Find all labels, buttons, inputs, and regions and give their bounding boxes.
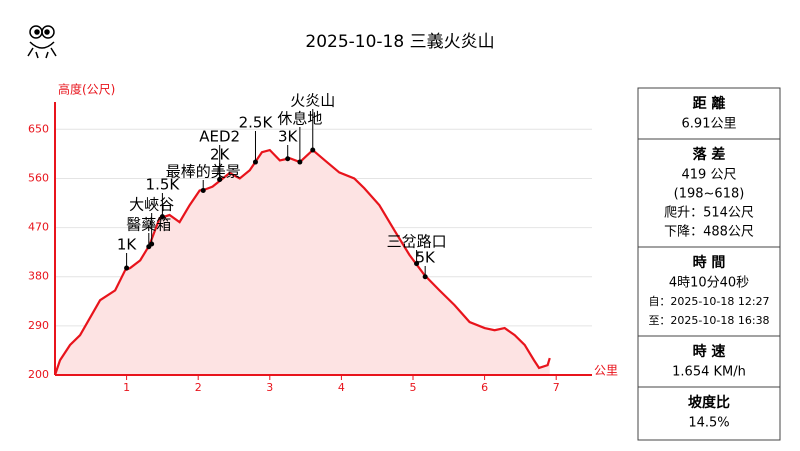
annotation-point [414, 261, 420, 267]
annotation-point [200, 187, 206, 193]
area-fill [55, 150, 550, 375]
x-tick-label: 3 [266, 381, 273, 394]
chart-title: 2025-10-18 三義火炎山 [305, 32, 494, 52]
annotation-point [159, 214, 165, 220]
annotation-point [217, 177, 223, 183]
annotation-label: 大峽谷 [129, 196, 174, 214]
annotation-point [310, 147, 316, 153]
annotation-label: 火炎山 [290, 92, 335, 110]
y-tick-label: 380 [28, 270, 49, 283]
stat-head: 坡度比 [688, 394, 730, 411]
x-tick-label: 1 [123, 381, 130, 394]
x-axis-label: 公里 [594, 364, 618, 378]
stat-value: 下降：488公尺 [664, 225, 754, 240]
annotation-label: 1K [117, 236, 138, 254]
x-tick-label: 5 [410, 381, 417, 394]
annotation-point [297, 159, 303, 165]
x-tick-label: 4 [338, 381, 345, 394]
annotation-label: 2K [210, 146, 231, 164]
stat-head: 時 間 [693, 254, 726, 271]
y-tick-label: 290 [28, 319, 49, 332]
annotation-label: 醫藥箱 [126, 216, 171, 234]
y-tick-label: 200 [28, 368, 49, 381]
annotation-point [149, 241, 155, 247]
profile-line [53, 148, 551, 376]
annotation-label: 3K [278, 128, 299, 146]
stat-value: 14.5% [688, 416, 729, 431]
annotation-point [285, 156, 291, 162]
annotation-label: 最棒的美景 [166, 163, 241, 181]
annotation-point [252, 159, 258, 165]
stat-head: 距 離 [693, 95, 726, 112]
stat-value: 1.654 KM/h [672, 365, 746, 380]
x-tick-label: 7 [553, 381, 560, 394]
annotation-point [124, 265, 130, 271]
stat-value: 4時10分40秒 [669, 276, 749, 291]
annotation-label: 5K [415, 249, 436, 267]
stat-head: 時 速 [693, 343, 726, 360]
annotation-point [422, 274, 428, 280]
stats-panel [637, 87, 781, 441]
stat-value: (198~618) [674, 187, 745, 202]
stat-value: 6.91公里 [682, 117, 737, 132]
annotation-label: 1.5K [146, 176, 181, 194]
stat-head: 落 差 [693, 146, 726, 163]
annotation-label: 三岔路口 [387, 233, 447, 251]
stat-value: 419 公尺 [682, 168, 737, 183]
stat-value: 爬升：514公尺 [664, 206, 754, 221]
frog-icon [27, 25, 57, 59]
x-tick-label: 6 [481, 381, 488, 394]
annotation-label: AED2 [199, 128, 240, 146]
y-axis-label: 高度(公尺) [58, 82, 115, 97]
annotation-label: 休息地 [277, 110, 322, 128]
stat-value: 至：2025-10-18 16:38 [648, 314, 769, 327]
annotation-label: 2.5K [239, 114, 274, 132]
x-tick-label: 2 [195, 381, 202, 394]
y-tick-label: 560 [28, 171, 49, 184]
y-tick-label: 470 [28, 221, 49, 234]
y-tick-label: 650 [28, 122, 49, 135]
stat-value: 自：2025-10-18 12:27 [648, 295, 769, 308]
